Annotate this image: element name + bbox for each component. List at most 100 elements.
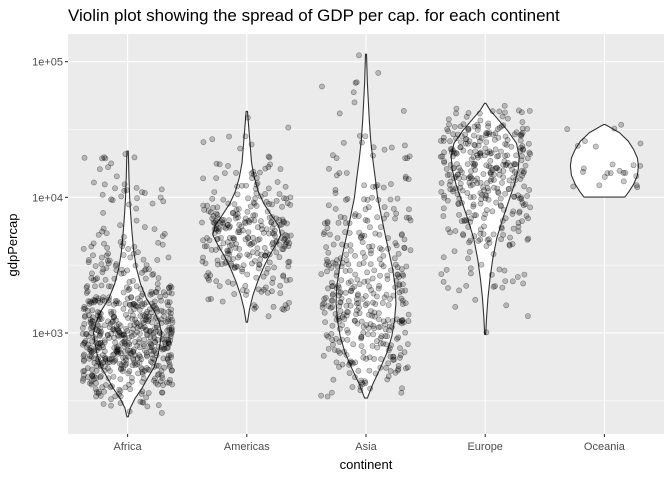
data-point [143,349,150,356]
data-point [243,182,250,189]
data-point [347,302,354,309]
data-point [265,164,272,170]
data-point [141,336,148,343]
data-point [580,169,586,175]
data-point [267,161,273,168]
data-point [280,272,287,279]
data-point [282,232,289,238]
data-point [347,267,353,274]
data-point [483,243,490,249]
data-point [144,332,151,339]
data-point [158,307,165,314]
data-point [114,348,120,355]
data-point [400,319,407,326]
data-point [447,178,454,185]
data-point [211,189,218,195]
data-point [102,276,109,283]
data-point [322,294,329,301]
data-point [143,262,150,268]
data-point [137,330,143,337]
data-point [205,208,212,214]
data-point [520,202,527,209]
data-point [389,318,396,325]
data-point [477,179,484,186]
data-point [480,171,487,177]
data-point [360,349,367,355]
data-point [90,348,97,355]
data-point [146,306,153,313]
data-point [564,126,571,133]
data-point [333,172,340,179]
data-point [367,261,374,268]
data-point [88,243,95,250]
data-point [358,343,365,349]
data-point [246,252,253,259]
data-point [85,333,92,340]
data-point [268,219,275,226]
data-point [284,237,291,244]
data-point [519,172,526,179]
data-point [457,180,464,187]
data-point [443,266,450,273]
data-point [82,331,89,338]
data-point [399,231,405,238]
data-point [284,200,291,207]
data-point [286,299,292,306]
data-point [89,307,96,314]
data-point [155,362,162,369]
data-point [460,232,467,239]
data-point [120,305,127,312]
data-point [244,271,251,278]
data-point [105,164,111,171]
data-point [393,242,400,249]
violin-oceania [569,123,639,198]
data-point [134,320,141,327]
data-point [106,324,113,331]
data-point [329,304,336,310]
data-point [379,300,386,306]
data-point [362,206,369,213]
data-point [100,344,107,351]
data-point [339,336,346,343]
data-point [494,126,501,133]
data-point [369,342,376,349]
data-point [467,182,474,189]
data-point [114,298,121,305]
data-point [124,327,131,334]
data-point [134,355,141,362]
data-point [203,273,210,279]
data-point [510,181,516,188]
data-point [398,389,405,396]
data-point [362,133,369,140]
data-point [395,363,402,369]
data-point [86,300,93,307]
data-point [263,270,270,276]
data-point [506,177,513,184]
data-point [153,315,159,321]
data-point [216,161,223,168]
data-point [525,235,532,242]
data-point [276,241,283,248]
data-point [256,236,263,242]
data-point [164,356,171,363]
data-point [518,196,525,202]
data-point [497,202,504,209]
data-point [143,326,149,333]
data-point [240,262,247,269]
data-point [447,186,454,193]
data-point [254,180,261,186]
data-point [524,125,531,132]
data-point [507,234,513,241]
data-point [103,230,110,237]
data-point [251,305,258,312]
data-point [167,283,174,290]
data-point [347,359,353,366]
data-point [124,284,130,291]
data-point [478,135,485,142]
data-point [154,257,161,263]
data-point [385,360,392,367]
data-point [88,344,94,351]
data-point [160,308,167,315]
data-point [94,356,101,362]
data-point [372,230,379,237]
